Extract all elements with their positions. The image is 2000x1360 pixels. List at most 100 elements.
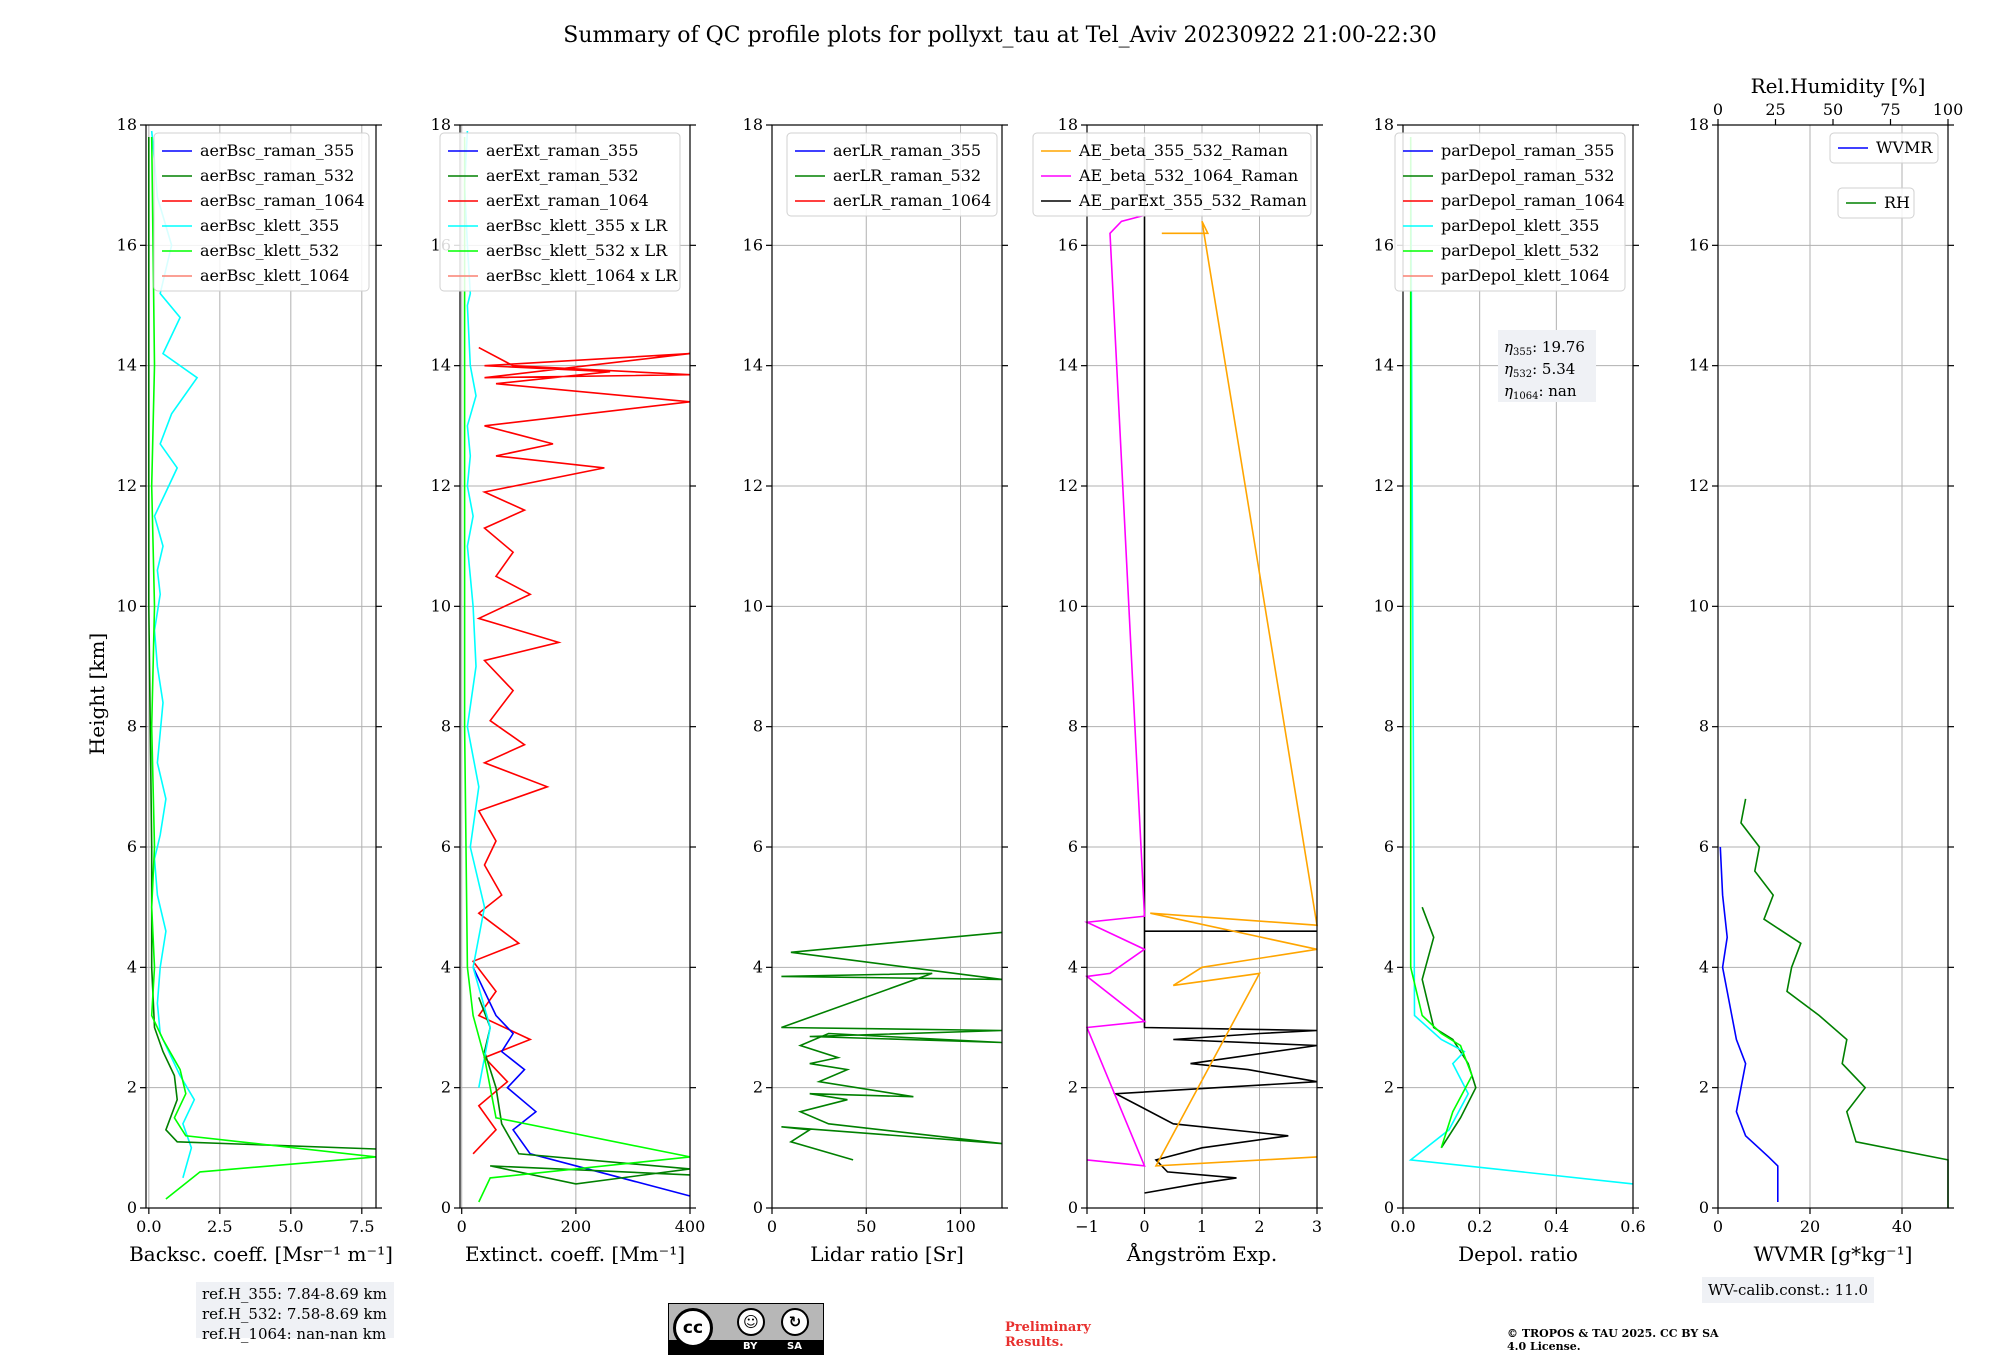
legend-entry: parDepol_klett_532 [1441,241,1599,260]
x-axis-label: Ångström Exp. [1126,1241,1277,1266]
y-tick-label: 6 [1384,837,1394,856]
x-tick-label: 20 [1800,1217,1820,1236]
y-tick-label: 8 [1384,717,1394,736]
series-line-AE_parExt_355_532_Raman [1112,137,1318,1194]
y-tick-label: 10 [1689,596,1709,615]
y-tick-label: 18 [1374,115,1394,134]
y-tick-label: 18 [1058,115,1078,134]
legend-entry: aerExt_raman_1064 [486,191,649,210]
x-tick-label: 1 [1197,1217,1207,1236]
series-line-parDepol_klett_355 [1408,136,1634,1185]
legend-entry: RH [1884,193,1910,212]
y-tick-label: 14 [117,356,137,375]
x-tick-label: 0 [457,1217,467,1236]
y-tick-label: 12 [1058,476,1078,495]
series-line-parDepol_raman_532 [1421,906,1477,1149]
y-tick-label: 14 [1689,356,1709,375]
x-tick-label: 0.0 [136,1217,161,1236]
legend-entry: aerBsc_klett_1064 x LR [486,266,678,285]
wv-calib-box: WV-calib.const.: 11.0 [1702,1277,1874,1303]
badge-strip [669,1340,823,1354]
y-tick-label: 12 [1374,476,1394,495]
y-tick-label: 18 [431,115,451,134]
y-tick-label: 18 [1689,115,1709,134]
y-tick-label: 2 [127,1078,137,1097]
y-tick-label: 0 [1699,1198,1709,1217]
y-tick-label: 2 [1068,1078,1078,1097]
y-tick-label: 6 [1699,837,1709,856]
y-tick-label: 14 [1374,356,1394,375]
x2-tick-label: 0 [1713,100,1723,119]
cc-license-badge: cc ☺ ↻ BY SA [668,1303,824,1355]
legend-entry: AE_beta_355_532_Raman [1078,141,1288,160]
legend-entry: aerBsc_klett_532 [200,241,339,260]
x-tick-label: 0 [767,1217,777,1236]
panel-lidar_ratio: 0 50 100 0 2 4 6 8 10 12 14 16 18 Lidar ratio [Sr] aer… [743,115,1008,1266]
y-tick-label: 4 [1068,957,1078,976]
y-tick-label: 10 [117,596,137,615]
y-tick-label: 2 [1384,1078,1394,1097]
x-tick-label: 7.5 [349,1217,374,1236]
reference-heights-box: ref.H_355: 7.84-8.69 km ref.H_532: 7.58-… [196,1282,394,1343]
y-tick-label: 12 [743,476,763,495]
y-tick-label: 14 [1058,356,1078,375]
legend-box [1394,132,1626,292]
x2-tick-label: 100 [1933,100,1964,119]
legend-entry: aerLR_raman_532 [833,166,981,185]
x2-tick-label: 50 [1823,100,1843,119]
legend-entry: parDepol_klett_1064 [1441,266,1610,285]
y-tick-label: 4 [127,957,137,976]
axes-frame [1402,124,1634,1209]
ref-height-532: ref.H_532: 7.58-8.69 km [202,1305,387,1323]
by-icon: ☺ [737,1308,765,1336]
sa-label: SA [787,1341,802,1352]
eta-box [1498,330,1596,402]
legend-entry: aerExt_raman_355 [486,141,639,160]
legend-entry: AE_beta_532_1064_Raman [1078,166,1298,185]
y-tick-label: 16 [1058,235,1078,254]
x-tick-label: 2 [1254,1217,1264,1236]
y-tick-label: 18 [117,115,137,134]
y-tick-label: 8 [753,717,763,736]
x-tick-label: 0.2 [1467,1217,1492,1236]
y-tick-label: 8 [1068,717,1078,736]
axes-frame [459,124,691,1209]
y-tick-label: 12 [1689,476,1709,495]
y-tick-label: 18 [743,115,763,134]
x-tick-label: 0 [1139,1217,1149,1236]
series-line-aerExt_raman_355 [472,966,691,1197]
x-tick-label: 5.0 [278,1217,303,1236]
y-tick-label: 6 [127,837,137,856]
legend-entry: WVMR [1876,138,1933,157]
cc-icon: cc [673,1308,713,1348]
x-tick-label: 40 [1892,1217,1912,1236]
rh-axis-label: Rel.Humidity [%] [1751,74,1926,98]
ref-height-1064: ref.H_1064: nan-nan km [202,1325,387,1343]
x-tick-label: 0 [1713,1217,1723,1236]
y-tick-label: 10 [431,596,451,615]
legend-entry: aerBsc_klett_355 x LR [486,216,668,235]
y-tick-label: 0 [753,1198,763,1217]
panel-extinction: 0200400024681012141618Extinct. coeff. [M… [431,115,706,1266]
y-tick-label: 16 [117,235,137,254]
x-tick-label: 200 [561,1217,592,1236]
axes-frame [145,124,377,1209]
legend-entry: AE_parExt_355_532_Raman [1078,191,1307,210]
legend-entry: aerBsc_klett_532 x LR [486,241,668,260]
x-axis-label: WVMR [g*kg⁻¹] [1754,1242,1913,1266]
y-tick-label: 10 [743,596,763,615]
figure-title: Summary of QC profile plots for pollyxt_… [563,23,1436,48]
legend-entry: parDepol_raman_532 [1441,166,1614,185]
legend-entry: aerLR_raman_355 [833,141,981,160]
legend-entry: aerBsc_raman_355 [200,141,354,160]
legend-entry: aerLR_raman_1064 [833,191,991,210]
sa-icon: ↻ [781,1308,809,1336]
y-tick-label: 4 [1699,957,1709,976]
y-tick-label: 12 [117,476,137,495]
legend-entry: aerBsc_klett_355 [200,216,339,235]
ref-height-355: ref.H_355: 7.84-8.69 km [202,1285,387,1303]
x-tick-label: −1 [1075,1217,1099,1236]
